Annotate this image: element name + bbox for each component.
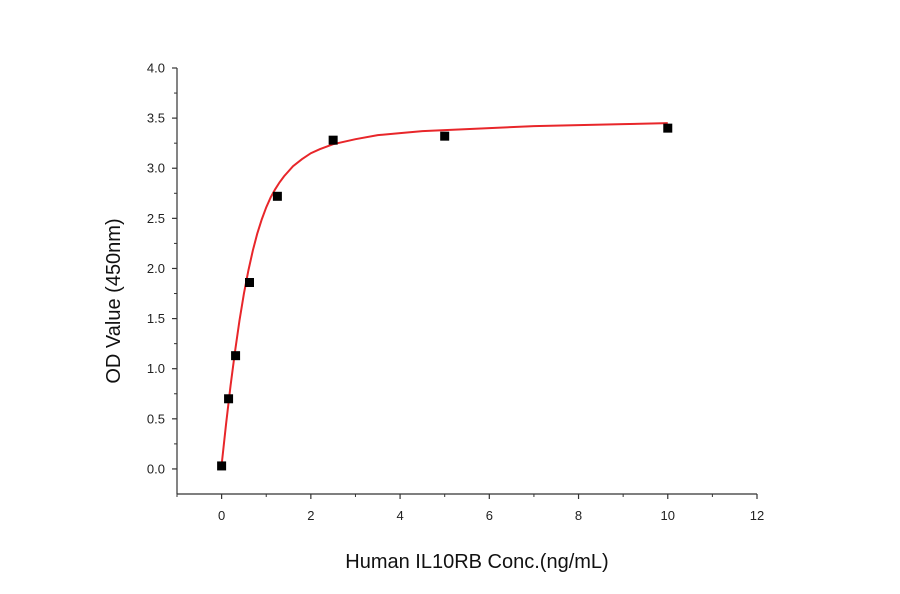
y-tick-label: 3.5 — [147, 111, 165, 126]
x-axis-ticks: 0 2 4 6 8 10 12 — [176, 494, 764, 523]
y-tick-label: 1.0 — [147, 361, 165, 376]
x-tick-label: 10 — [661, 508, 675, 523]
x-axis-title: Human IL10RB Conc.(ng/mL) — [345, 551, 608, 573]
data-point — [231, 351, 241, 361]
data-point — [663, 123, 673, 133]
y-tick-label: 1.5 — [147, 311, 165, 326]
y-axis-title: OD Value (450nm) — [103, 218, 125, 383]
y-tick-label: 2.0 — [147, 261, 165, 276]
x-tick-label: 12 — [750, 508, 764, 523]
data-points — [217, 123, 673, 471]
fit-curve-line — [220, 122, 668, 466]
data-point — [217, 461, 227, 471]
y-axis-ticks: 0.0 0.5 1.0 1.5 2.0 2.5 3.0 3.5 4.0 — [147, 61, 177, 476]
x-tick-label: 6 — [486, 508, 493, 523]
y-tick-label: 4.0 — [147, 61, 165, 76]
y-tick-label: 0.0 — [147, 461, 165, 476]
data-point — [440, 131, 450, 141]
data-point — [245, 278, 254, 288]
x-tick-label: 4 — [396, 508, 403, 523]
y-tick-label: 2.5 — [147, 211, 165, 226]
data-point — [272, 191, 282, 201]
x-tick-label: 2 — [307, 508, 314, 523]
data-point — [328, 135, 338, 145]
y-tick-label: 3.0 — [147, 161, 165, 176]
x-tick-label: 0 — [218, 508, 225, 523]
data-point — [224, 394, 234, 404]
axes — [176, 68, 757, 495]
y-tick-label: 0.5 — [147, 411, 165, 426]
x-tick-label: 8 — [575, 508, 582, 523]
